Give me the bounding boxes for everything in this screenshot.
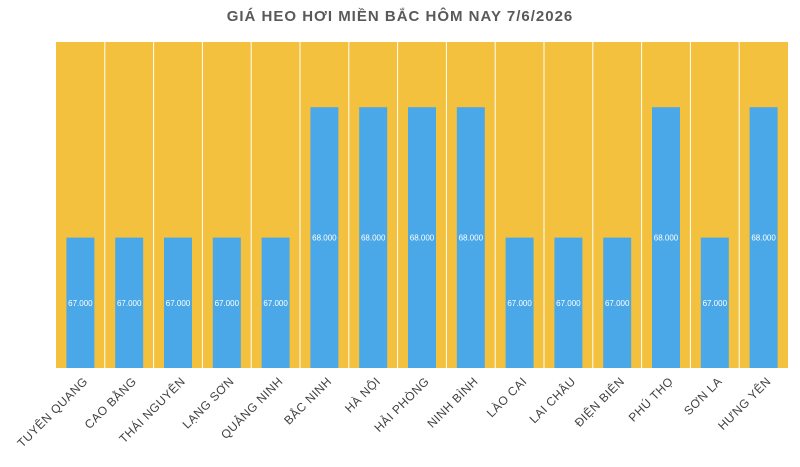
data-label: 67.000 xyxy=(263,299,288,308)
bar xyxy=(359,107,388,368)
x-tick-label: SƠN LA xyxy=(681,374,725,418)
data-label: 67.000 xyxy=(703,299,728,308)
x-tick-label: PHÚ THỌ xyxy=(625,374,676,425)
bar xyxy=(261,237,290,368)
x-tick-label: HƯNG YÊN xyxy=(715,374,774,433)
chart-title: GIÁ HEO HƠI MIỀN BẮC HÔM NAY 7/6/2026 xyxy=(226,8,574,25)
x-tick-label: HÀ NỘI xyxy=(341,374,383,416)
data-label: 67.000 xyxy=(605,299,630,308)
bar xyxy=(408,107,436,368)
bar xyxy=(115,237,144,368)
bar xyxy=(652,107,680,368)
data-label: 68.000 xyxy=(361,234,386,243)
x-tick-label: LAI CHÂU xyxy=(526,374,579,427)
bar xyxy=(505,237,534,368)
bar xyxy=(554,237,583,368)
x-tick-label: TUYÊN QUANG xyxy=(14,374,91,451)
x-tick-label: NINH BÌNH xyxy=(424,374,481,431)
data-label: 68.000 xyxy=(459,234,484,243)
data-label: 68.000 xyxy=(312,234,337,243)
bar xyxy=(164,237,192,368)
x-tick-label: LÀO CAI xyxy=(483,374,530,421)
data-label: 67.000 xyxy=(507,299,532,308)
data-label: 67.000 xyxy=(68,299,93,308)
bar xyxy=(749,107,778,368)
data-label-group: 67.000 67.000 67.000 67.000 67.000 68.000 68.0… xyxy=(68,234,776,308)
data-label: 67.000 xyxy=(215,299,240,308)
x-tick-label: BẮC NINH xyxy=(281,374,335,428)
bar xyxy=(66,237,95,368)
x-tick-label: ĐIỆN BIÊN xyxy=(571,374,627,430)
bar-group xyxy=(66,107,778,368)
bar xyxy=(456,107,485,368)
bar xyxy=(700,237,729,368)
data-label: 67.000 xyxy=(166,299,191,308)
bar xyxy=(603,237,632,368)
data-label: 67.000 xyxy=(117,299,142,308)
data-label: 67.000 xyxy=(556,299,581,308)
data-label: 68.000 xyxy=(410,234,435,243)
bar xyxy=(310,107,339,368)
bar xyxy=(212,237,241,368)
data-label: 68.000 xyxy=(654,234,679,243)
data-label: 68.000 xyxy=(751,234,776,243)
